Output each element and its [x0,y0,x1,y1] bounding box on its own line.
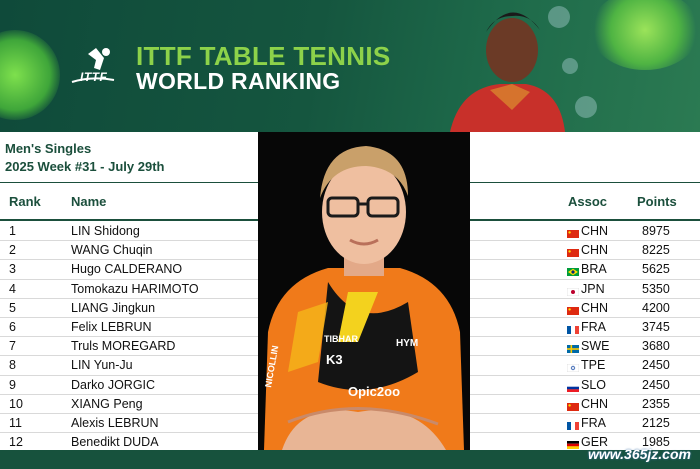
rank-cell: 11 [9,415,22,430]
assoc-cell: CHN [581,300,609,315]
assoc-cell: CHN [581,224,609,238]
footer-bar [0,450,700,469]
jpn-flag-icon [566,285,580,296]
divider [0,182,258,183]
chn-flag-icon [567,400,579,411]
header-banner: ITTF ITTF TABLE TENNIS WORLD RANKING [0,0,700,132]
points-cell: 8225 [642,243,670,258]
header-rank: Rank [9,194,41,209]
rank-cell: 5 [9,300,16,315]
assoc-cell: SWE [581,339,610,354]
rank-cell: 3 [9,262,16,277]
assoc-cell: CHN [581,396,609,411]
swe-flag-icon [567,342,579,354]
player-name-cell: LIN Shidong [71,224,140,238]
tpe-flag-icon [566,361,580,373]
rank-cell: 10 [9,396,23,411]
points-cell: 3680 [642,339,670,354]
rank-cell: 1 [9,224,16,238]
assoc-cell: FRA [581,319,606,334]
decorative-glow [590,0,700,70]
rank-cell: 2 [9,243,16,258]
rank-cell: 6 [9,319,16,334]
points-cell: 2450 [642,358,670,373]
rank-cell: 12 [9,435,23,450]
bra-flag-icon [567,265,579,277]
week-label: 2025 Week #31 - July 29th [5,159,165,174]
points-cell: 8975 [642,224,670,238]
rank-cell: 7 [9,339,16,354]
player-name-cell: Hugo CALDERANO [71,262,183,277]
assoc-cell: TPE [581,358,606,373]
rank-cell: 4 [9,281,16,296]
assoc-cell: SLO [581,377,607,392]
banner-title-line1: ITTF TABLE TENNIS [136,41,391,71]
header-assoc: Assoc [568,194,608,209]
banner-title-line2: WORLD RANKING [136,68,341,94]
bokeh-light [562,58,578,74]
points-cell: 3745 [642,319,670,334]
logo-wordmark: ITTF [80,70,108,84]
points-cell: 4200 [642,300,670,315]
assoc-cell: CHN [581,243,609,258]
header-name: Name [71,194,107,209]
player-name-cell: Benedikt DUDA [71,435,159,450]
player-name-cell: WANG Chuqin [71,243,153,258]
player-name-cell: LIN Yun-Ju [71,358,133,373]
assoc-cell: BRA [581,262,607,277]
ittf-logo-icon [71,48,115,83]
assoc-cell: FRA [581,415,606,430]
player-photo: TIBHAR HYM K3 Opic2oo NICOLLIN [258,132,470,450]
player-name-cell: Alexis LEBRUN [71,415,159,430]
player-name-cell: Truls MOREGARD [71,339,176,354]
points-cell: 2355 [642,396,670,411]
player-name-cell: Tomokazu HARIMOTO [71,281,199,296]
rank-cell: 9 [9,377,16,392]
table-row: 4 Tomokazu HARIMOTO JPN 5350 [0,280,700,299]
player-name-cell: Felix LEBRUN [71,319,152,334]
assoc-cell: GER [581,435,609,450]
fra-flag-icon [567,419,579,430]
fra-flag-icon [567,323,579,334]
player-name-cell: Darko JORGIC [71,377,156,392]
divider [470,182,700,183]
watermark: www.365jz.com [588,446,691,462]
slo-flag-icon [567,381,579,392]
jersey-logo-text: K3 [326,352,343,367]
jersey-badge-text: HYM [396,338,418,349]
category-label: Men's Singles [5,141,92,156]
points-cell: 2450 [642,377,670,392]
player-background-image [450,12,565,132]
points-cell: 5350 [642,281,670,296]
decorative-glow [0,30,60,120]
bokeh-light [548,6,570,28]
ranking-subtitle: Men's Singles 2025 Week #31 - July 29th [5,140,164,176]
player-name-cell: LIANG Jingkun [71,300,156,315]
rank-cell: 8 [9,358,16,373]
jersey-sponsor-chest: Opic2oo [348,384,400,399]
chn-flag-icon [567,304,579,315]
points-cell: 2125 [642,415,670,430]
jersey-brand-text: TIBHAR [324,334,358,344]
chn-flag-icon [567,246,579,258]
points-cell: 1985 [642,435,670,450]
assoc-cell: JPN [581,281,605,296]
chn-flag-icon [567,227,579,238]
bokeh-light [575,96,597,118]
points-cell: 5625 [642,262,670,277]
header-points: Points [637,194,677,209]
player-name-cell: XIANG Peng [71,396,143,411]
ger-flag-icon [567,438,579,450]
